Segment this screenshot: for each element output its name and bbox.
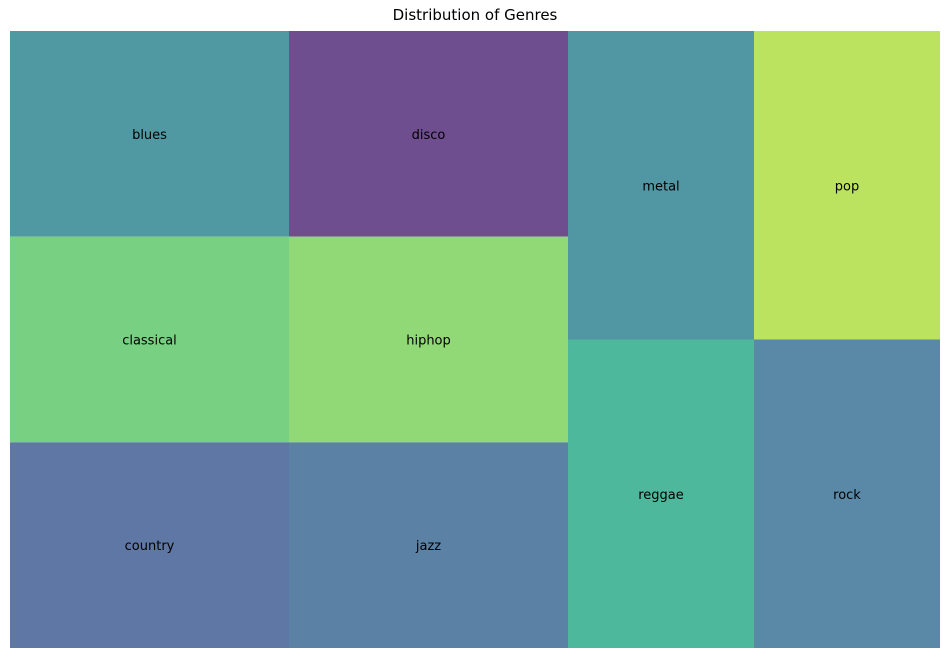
tile-classical xyxy=(10,236,289,443)
tile-label-rock: rock xyxy=(833,488,861,503)
tile-label-classical: classical xyxy=(122,334,177,349)
tile-label-metal: metal xyxy=(642,179,679,194)
tile-hiphop xyxy=(289,236,568,443)
tile-blues xyxy=(10,31,289,237)
chart-title: Distribution of Genres xyxy=(392,6,558,24)
tile-label-country: country xyxy=(125,539,175,554)
tile-country xyxy=(10,442,289,648)
tile-disco xyxy=(289,31,568,237)
tile-jazz xyxy=(289,442,568,648)
tile-label-blues: blues xyxy=(132,128,167,143)
tile-pop xyxy=(754,31,940,340)
tile-metal xyxy=(568,31,754,340)
tile-label-pop: pop xyxy=(835,179,859,194)
tile-label-jazz: jazz xyxy=(415,539,441,554)
tile-label-reggae: reggae xyxy=(638,488,684,503)
tile-label-disco: disco xyxy=(412,128,446,143)
tile-label-hiphop: hiphop xyxy=(406,334,451,349)
tile-reggae xyxy=(568,339,754,648)
tile-rock xyxy=(754,339,940,648)
